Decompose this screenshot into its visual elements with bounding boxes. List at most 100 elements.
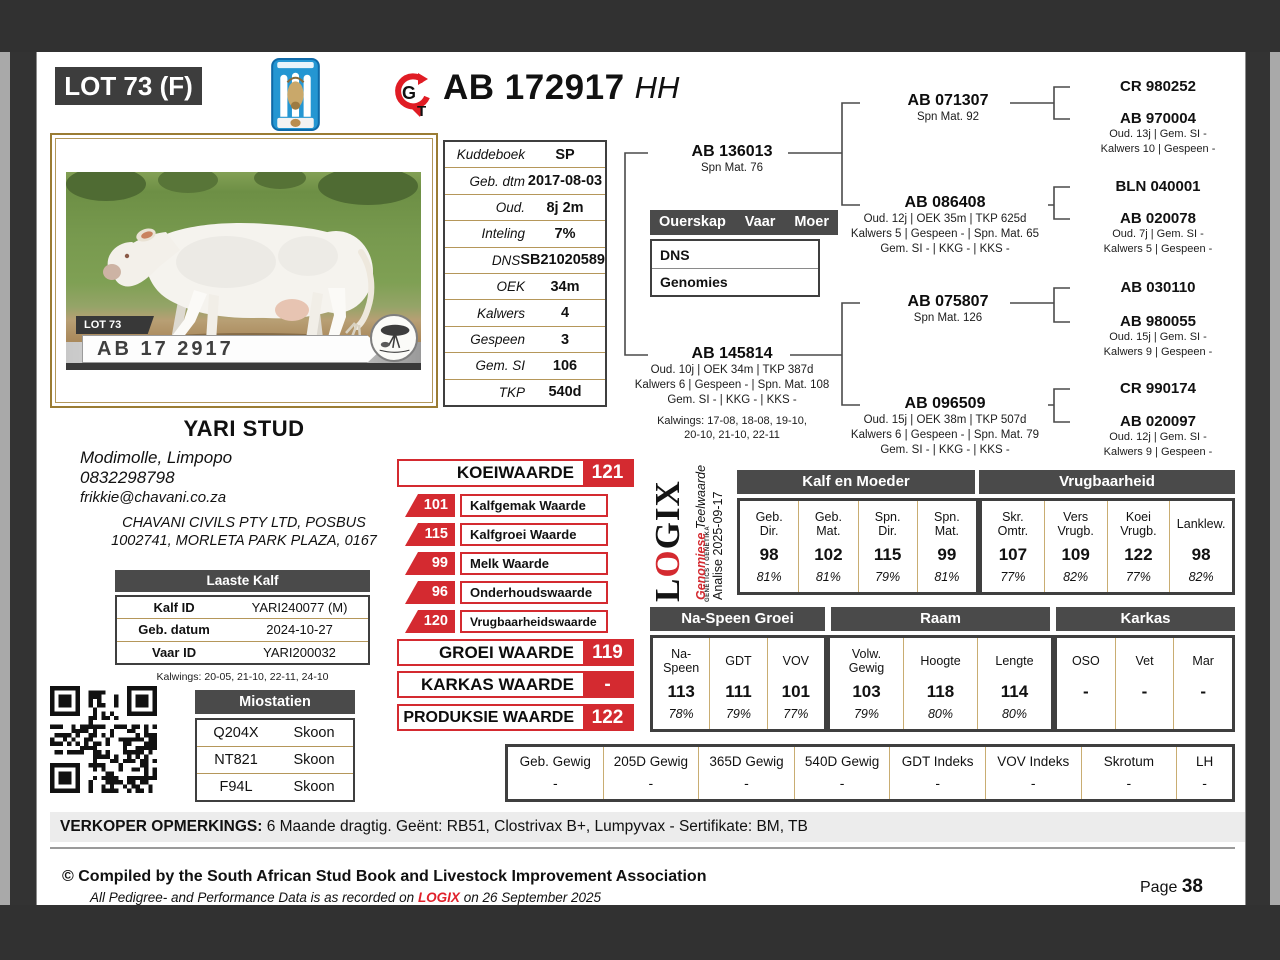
animal-detail: Spn Mat. 76	[700, 162, 763, 174]
row-value: YARI240077 (M)	[251, 600, 348, 616]
trait-value: 109	[1061, 545, 1090, 564]
col-name: GDT Indeks	[901, 754, 974, 769]
gene-status: Skoon	[293, 752, 335, 768]
trait-accuracy: 82%	[1188, 570, 1214, 584]
trait-accuracy: 81%	[934, 570, 960, 584]
info-label: Gem. SI	[475, 358, 525, 374]
footer-source-pre: All Pedigree- and Performance Data is as…	[90, 890, 418, 905]
laaste-kalf-table: Kalf ID YARI240077 (M) Geb. datum 2024-10-…	[115, 595, 370, 665]
ebv-cell: Na- Speen 113 78%	[653, 638, 709, 729]
trait-value: 113	[667, 682, 695, 701]
trait-value: -	[1083, 682, 1089, 701]
info-row: Kalwers 4	[445, 299, 605, 325]
col-value: -	[935, 775, 940, 791]
info-value: 7%	[554, 225, 576, 242]
gewig-cell: 205D Gewig -	[602, 747, 699, 799]
info-row: Gem. SI 106	[445, 352, 605, 378]
trait-name: Hoogte	[920, 653, 961, 668]
remarks-text: 6 Maande dragtig. Geënt: RB51, Clostriva…	[262, 818, 808, 835]
breeder-contact: Modimolle, Limpopo 0832298798 frikkie@ch…	[80, 448, 400, 507]
footer-source: All Pedigree- and Performance Data is as…	[90, 890, 601, 905]
info-row: Gespeen 3	[445, 325, 605, 352]
animal-id: AB 071307	[907, 92, 989, 109]
animal-detail: Kalwers 6 | Gespeen - | Spn. Mat. 108	[634, 379, 830, 391]
pedigree-node: AB 980055 Oud. 15j | Gem. SI - Kalwers 9…	[1072, 313, 1244, 359]
footer-source-post: on 26 September 2025	[459, 890, 602, 905]
genomiese-label: Genomiese	[694, 532, 708, 600]
waarde-label: Onderhoudswaarde	[460, 581, 608, 604]
animal-id: AB 086408	[904, 194, 986, 211]
breeder-phone: 0832298798	[80, 468, 175, 487]
trait-value: 101	[781, 682, 810, 701]
animal-detail: Kalwers 9 | Gespeen -	[1103, 345, 1213, 358]
trait-value: 107	[998, 545, 1028, 564]
gt-t-letter: T	[417, 103, 426, 120]
stud-name: YARI STUD	[183, 416, 305, 441]
trait-value: 118	[926, 682, 955, 701]
animal-detail: Oud. 7j | Gem. SI -	[1112, 228, 1204, 240]
table-row: Vaar ID YARI200032	[117, 640, 368, 663]
trait-name: Lengte	[995, 653, 1034, 668]
animal-detail: Oud. 12j | OEK 35m | TKP 625d	[863, 213, 1027, 225]
footer-copyright: © Compiled by the South African Stud Boo…	[62, 868, 707, 885]
qr-code-icon	[50, 686, 157, 793]
dam-kalwings: Kalwings: 17-08, 18-08, 19-10,	[657, 415, 807, 427]
gewig-cell: 365D Gewig -	[698, 747, 794, 799]
info-value: SP	[555, 146, 575, 163]
ebv-cell: Vet -	[1114, 638, 1174, 729]
divider	[50, 847, 1235, 849]
seller-remarks: VERKOPER OPMERKINGS: 6 Maande dragtig. G…	[50, 812, 1245, 842]
animal-detail: Kalwers 10 | Gespeen -	[1100, 142, 1216, 155]
gene-status: Skoon	[293, 725, 335, 741]
page-title: AB 172917 HH	[443, 66, 679, 110]
trait-name: Volw. Gewig	[848, 646, 885, 675]
info-row: Kuddeboek SP	[445, 142, 605, 167]
trait-accuracy: 77%	[1125, 570, 1151, 584]
gene-code: NT821	[214, 752, 258, 768]
animal-detail: Spn Mat. 126	[913, 312, 983, 324]
stud-emblem-icon	[370, 314, 418, 362]
ebv-cell: Koei Vrugb. 122 77%	[1106, 501, 1170, 592]
logix-o-glyph: O	[648, 549, 687, 578]
trait-accuracy: 80%	[1001, 707, 1028, 721]
info-label: Kalwers	[476, 305, 525, 321]
trait-value: 98	[759, 545, 779, 564]
gewig-cell: 540D Gewig -	[793, 747, 890, 799]
info-row: Oud. 8j 2m	[445, 193, 605, 220]
ebv-cell: Skr. Omtr. 107 77%	[982, 501, 1044, 592]
col-name: VOV Indeks	[997, 754, 1070, 769]
ebv-group-header: Kalf en Moeder	[737, 470, 975, 494]
trait-value: 115	[873, 545, 902, 564]
info-label: TKP	[498, 384, 525, 400]
miostatien-header: Miostatien	[195, 690, 355, 714]
ebv-cell: Lanklew. 98 82%	[1169, 501, 1232, 592]
trait-accuracy: 79%	[875, 570, 901, 584]
ebv-cell: Lengte 114 80%	[977, 638, 1051, 729]
trait-name: Spn. Mat.	[934, 509, 960, 538]
produksie-waarde-banner: PRODUKSIE WAARDE 122	[397, 704, 634, 731]
ebv-cell: Geb. Mat. 102 81%	[798, 501, 857, 592]
banner-label: PRODUKSIE WAARDE	[403, 708, 574, 726]
waarde-badge: 101	[405, 494, 455, 517]
trait-accuracy: 79%	[725, 707, 751, 721]
trait-value: 102	[814, 545, 843, 564]
banner-value: 122	[583, 706, 632, 729]
animal-id: AB 096509	[904, 395, 986, 412]
gewig-cell: VOV Indeks -	[984, 747, 1081, 799]
waarde-label: Vrugbaarheidswaarde	[460, 610, 608, 633]
ouerskap-col: Moer	[794, 214, 829, 230]
logix-letters: GIX	[648, 480, 687, 550]
trait-name: Vet	[1135, 653, 1154, 668]
banner-value: 119	[583, 641, 632, 664]
ebv-cell: Geb. Dir. 98 81%	[740, 501, 798, 592]
col-name: 205D Gewig	[613, 754, 689, 769]
col-value: -	[744, 775, 749, 791]
ebv-table: Na- Speen 113 78% GDT 111 79% VOV 101 77%	[650, 635, 827, 732]
info-label: Kuddeboek	[456, 147, 525, 163]
animal-detail: Kalwers 9 | Gespeen -	[1103, 445, 1213, 458]
kalwings-note: Kalwings: 20-05, 21-10, 22-11, 24-10	[156, 671, 329, 683]
ebv-group-header: Karkas	[1056, 607, 1235, 631]
col-value: -	[552, 775, 558, 791]
trait-name: Spn. Dir.	[874, 509, 901, 538]
